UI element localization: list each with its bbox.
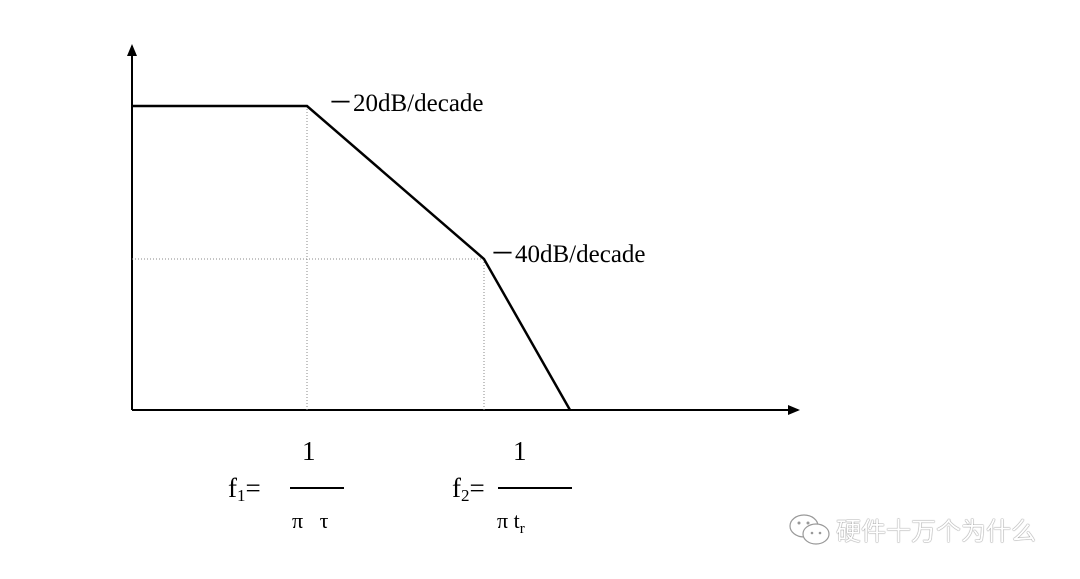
watermark: 硬件十万个为什么 [788,512,1036,548]
wechat-icon [789,514,830,545]
slope2-label: －40dB/decade [490,241,646,268]
f1-denominator: π τ [292,508,329,533]
formula-f2: 1 f2= π tr [452,436,572,537]
f2-lhs: f2= [452,473,485,505]
f1-lhs: f1= [228,473,261,505]
f2-numerator: 1 [513,436,527,466]
f2-denominator: π tr [497,508,525,537]
response-curve [132,104,572,411]
slope1-label: －20dB/decade [328,90,484,117]
f1-numerator: 1 [302,436,316,466]
formula-f1: 1 f1= π τ [228,436,344,533]
watermark-text: 硬件十万个为什么 [836,517,1037,546]
